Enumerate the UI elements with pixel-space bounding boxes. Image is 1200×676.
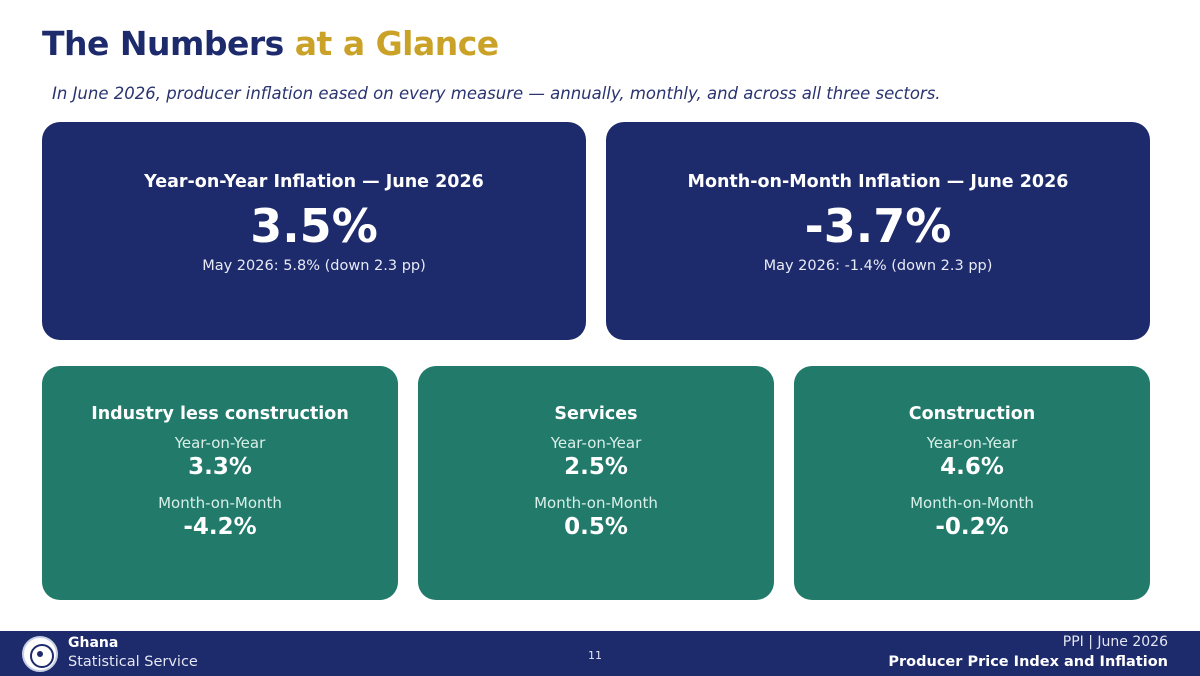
sector-mom-value: 0.5% [564, 514, 628, 540]
mom-inflation-value: -3.7% [804, 199, 952, 253]
slide-footer: Ghana Statistical Service 11 PPI | June … [0, 631, 1200, 676]
sector-mom-value: -4.2% [183, 514, 257, 540]
ghana-statistical-service-seal-icon [22, 636, 58, 672]
yoy-inflation-card: Year-on-Year Inflation — June 2026 3.5% … [42, 122, 586, 340]
sector-name: Services [554, 404, 638, 424]
yoy-inflation-label: Year-on-Year Inflation — June 2026 [144, 172, 484, 192]
sector-card-industry: Industry less construction Year-on-Year … [42, 366, 398, 600]
page-title-accent: at a Glance [294, 24, 499, 63]
sector-card-construction: Construction Year-on-Year 4.6% Month-on-… [794, 366, 1150, 600]
page-subtitle: In June 2026, producer inflation eased o… [52, 84, 941, 103]
mom-inflation-note: May 2026: -1.4% (down 2.3 pp) [763, 258, 993, 274]
page-number: 11 [588, 649, 602, 662]
mom-inflation-label: Month-on-Month Inflation — June 2026 [687, 172, 1069, 192]
page-title-main: The Numbers [42, 24, 295, 63]
org-name: Ghana [68, 635, 119, 651]
sector-mom-label: Month-on-Month [158, 494, 282, 512]
sector-mom-label: Month-on-Month [534, 494, 658, 512]
sector-name: Industry less construction [91, 404, 349, 424]
report-title: Producer Price Index and Inflation [888, 654, 1168, 670]
sector-yoy-value: 4.6% [940, 454, 1004, 480]
sector-yoy-label: Year-on-Year [550, 434, 642, 452]
mom-inflation-card: Month-on-Month Inflation — June 2026 -3.… [606, 122, 1150, 340]
sector-yoy-label: Year-on-Year [174, 434, 266, 452]
sector-name: Construction [908, 404, 1036, 424]
sector-mom-label: Month-on-Month [910, 494, 1034, 512]
yoy-inflation-value: 3.5% [250, 199, 378, 253]
report-meta: PPI | June 2026 [1062, 634, 1168, 650]
sector-yoy-label: Year-on-Year [926, 434, 1018, 452]
sector-yoy-value: 2.5% [564, 454, 628, 480]
org-subtitle: Statistical Service [68, 654, 198, 670]
yoy-inflation-note: May 2026: 5.8% (down 2.3 pp) [202, 258, 426, 274]
sector-card-services: Services Year-on-Year 2.5% Month-on-Mont… [418, 366, 774, 600]
sector-yoy-value: 3.3% [188, 454, 252, 480]
page-title: The Numbers at a Glance [42, 24, 499, 63]
sector-mom-value: -0.2% [935, 514, 1009, 540]
